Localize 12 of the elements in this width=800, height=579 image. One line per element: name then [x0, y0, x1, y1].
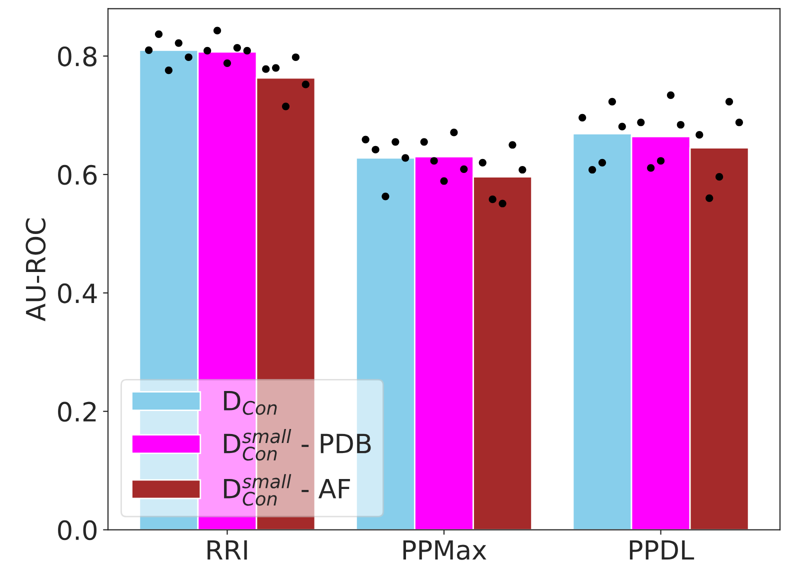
x-tick-label: PPMax: [403, 540, 486, 560]
y-tick-label: 0.0: [58, 520, 97, 540]
y-tick-label: 0.6: [58, 164, 97, 185]
text: D$^{small}$$_{Con}$ - AF: [224, 474, 350, 506]
y-tick-label: 0.4: [58, 283, 97, 304]
text: D$^{small}$$_{Con}$ - PDB: [224, 428, 371, 461]
y-tick-label: 0.8: [58, 46, 96, 66]
legend-label: D$_{Con}$: [224, 391, 277, 415]
y-tick-label: 0.2: [58, 402, 96, 422]
x-tick-label: RRI: [208, 540, 247, 560]
x-tick-label: PPDL: [630, 540, 694, 560]
y-axis-title: AU-ROC: [26, 218, 46, 322]
